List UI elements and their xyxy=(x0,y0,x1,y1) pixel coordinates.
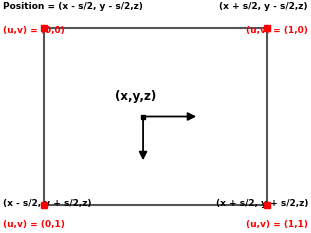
Text: (x + s/2, y - s/2,z): (x + s/2, y - s/2,z) xyxy=(219,2,308,11)
Text: (u,v) = (1,0): (u,v) = (1,0) xyxy=(246,26,308,35)
Text: (x,y,z): (x,y,z) xyxy=(115,89,156,103)
Text: (u,v) = (1,1): (u,v) = (1,1) xyxy=(246,220,308,229)
Text: (x - s/2, y + s/2,z): (x - s/2, y + s/2,z) xyxy=(3,199,92,208)
Text: Position = (x - s/2, y - s/2,z): Position = (x - s/2, y - s/2,z) xyxy=(3,2,143,11)
Text: (u,v) = (0,1): (u,v) = (0,1) xyxy=(3,220,65,229)
Text: (u,v) = (0,0): (u,v) = (0,0) xyxy=(3,26,65,35)
Text: (x + s/2, y + s/2,z): (x + s/2, y + s/2,z) xyxy=(216,199,308,208)
